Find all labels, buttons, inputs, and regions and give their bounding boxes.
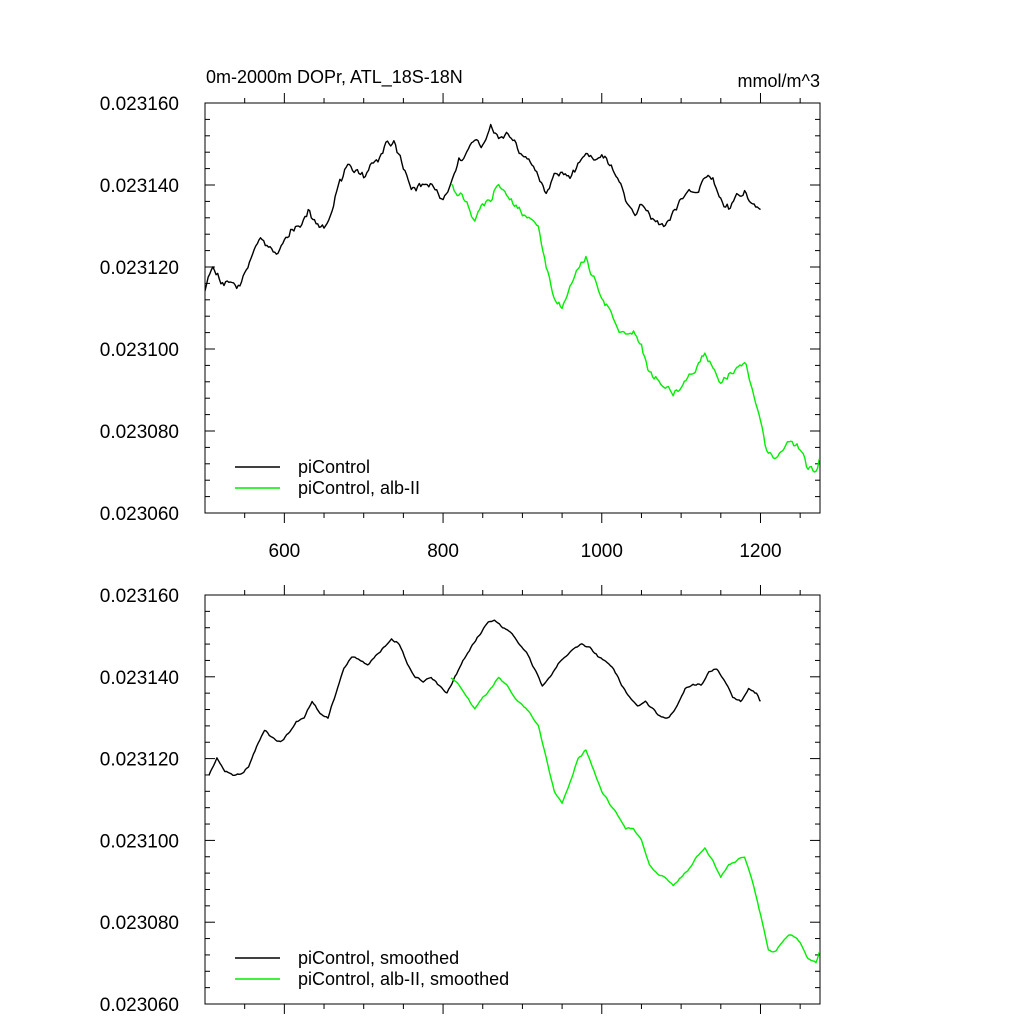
legend-label: piControl, alb-II: [298, 478, 420, 498]
series-line-picontrol: [208, 619, 761, 776]
x-tick-label: 800: [427, 541, 459, 562]
y-tick-label: 0.023100: [100, 831, 179, 852]
x-tick-label: 600: [269, 541, 301, 562]
x-tick-label: 1200: [739, 541, 781, 562]
series-line-alb-ii: [450, 676, 820, 964]
figure-title: 0m-2000m DOPr, ATL_18S-18N: [206, 67, 463, 88]
y-tick-label: 0.023080: [100, 422, 179, 443]
bottom-panel: 0.023060 0.023080 0.023100 0.023120 0.023140…: [100, 585, 821, 1016]
y-tick-label: 0.023120: [100, 750, 179, 771]
series-line-picontrol: [205, 123, 761, 292]
y-tick-label: 0.023080: [100, 913, 179, 934]
plot-frame: [204, 102, 821, 514]
y-tick-label: 0.023160: [100, 586, 179, 607]
legend-label: piControl, smoothed: [298, 948, 459, 968]
x-tick-label: 1000: [581, 541, 623, 562]
series-line-alb-ii: [450, 183, 820, 473]
y-tick-label: 0.023160: [100, 94, 179, 115]
y-tick-label: 0.023100: [100, 340, 179, 361]
y-tick-label: 0.023060: [100, 504, 179, 525]
y-tick-label: 0.023120: [100, 258, 179, 279]
plot-frame: [204, 594, 821, 1005]
top-panel: 0.023060 0.023080 0.023100 0.023120 0.023140…: [100, 93, 821, 562]
y-tick-label: 0.023140: [100, 668, 179, 689]
legend-label: piControl: [298, 457, 370, 477]
legend-label: piControl, alb-II, smoothed: [298, 969, 509, 989]
y-tick-label: 0.023060: [100, 995, 179, 1016]
y-tick-label: 0.023140: [100, 176, 179, 197]
figure-units: mmol/m^3: [738, 71, 820, 91]
